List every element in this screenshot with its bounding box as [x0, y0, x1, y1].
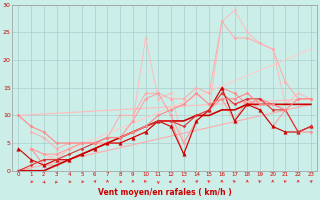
X-axis label: Vent moyen/en rafales ( km/h ): Vent moyen/en rafales ( km/h )	[98, 188, 231, 197]
